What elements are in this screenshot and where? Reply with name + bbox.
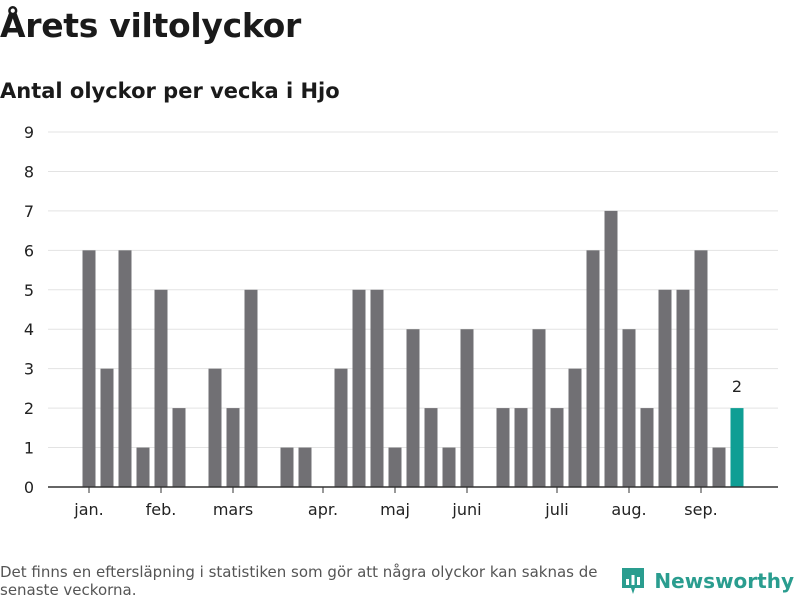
y-tick-label: 3: [24, 360, 34, 379]
bar: [226, 408, 240, 487]
bar: [424, 408, 438, 487]
brand-logo[interactable]: Newsworthy: [620, 566, 794, 596]
x-tick-label: jan.: [73, 500, 103, 519]
footnote: Det finns en eftersläpning i statistiken…: [0, 563, 598, 599]
y-tick-label: 8: [24, 162, 34, 181]
y-tick-label: 7: [24, 202, 34, 221]
bar: [694, 250, 708, 487]
bar: [640, 408, 654, 487]
bar: [496, 408, 510, 487]
bar: [442, 447, 456, 487]
bar: [82, 250, 96, 487]
data-label: 2: [732, 377, 742, 396]
y-tick-label: 9: [24, 123, 34, 142]
bar: [154, 289, 168, 487]
y-tick-label: 1: [24, 439, 34, 458]
newsworthy-logo-icon: [622, 568, 645, 594]
y-tick-label: 2: [24, 399, 34, 418]
bar: [100, 368, 114, 487]
bar: [532, 329, 546, 487]
x-tick-label: apr.: [308, 500, 338, 519]
x-tick-label: juni: [451, 500, 481, 519]
bar: [136, 447, 150, 487]
bar-highlight: [730, 408, 744, 487]
bar: [172, 408, 186, 487]
bar: [208, 368, 222, 487]
brand-name: Newsworthy: [654, 569, 794, 593]
bar-chart: 0 1 2 3 4 5 6 7 8 9 2 jan. feb. mars apr. maj juni juli au…: [24, 123, 778, 519]
bar: [406, 329, 420, 487]
bar: [118, 250, 132, 487]
y-tick-label: 0: [24, 478, 34, 497]
y-tick-label: 6: [24, 241, 34, 260]
bar: [388, 447, 402, 487]
bar: [280, 447, 294, 487]
y-tick-label: 5: [24, 281, 34, 300]
bar: [550, 408, 564, 487]
bar: [460, 329, 474, 487]
bar: [676, 289, 690, 487]
bar: [352, 289, 366, 487]
bar: [586, 250, 600, 487]
chart-title: Årets viltolyckor: [0, 6, 301, 45]
bar: [298, 447, 312, 487]
chart-subtitle: Antal olyckor per vecka i Hjo: [0, 79, 340, 103]
x-tick-label: sep.: [684, 500, 717, 519]
x-tick-label: aug.: [611, 500, 646, 519]
x-tick-label: maj: [380, 500, 410, 519]
bar: [244, 289, 258, 487]
x-tick-label: juli: [544, 500, 568, 519]
bar: [604, 210, 618, 487]
bar: [334, 368, 348, 487]
x-tick-label: mars: [213, 500, 253, 519]
bar: [514, 408, 528, 487]
bar: [658, 289, 672, 487]
bar: [622, 329, 636, 487]
y-tick-label: 4: [24, 320, 34, 339]
bar: [568, 368, 582, 487]
x-tick-label: feb.: [146, 500, 177, 519]
bar: [712, 447, 726, 487]
bar: [370, 289, 384, 487]
